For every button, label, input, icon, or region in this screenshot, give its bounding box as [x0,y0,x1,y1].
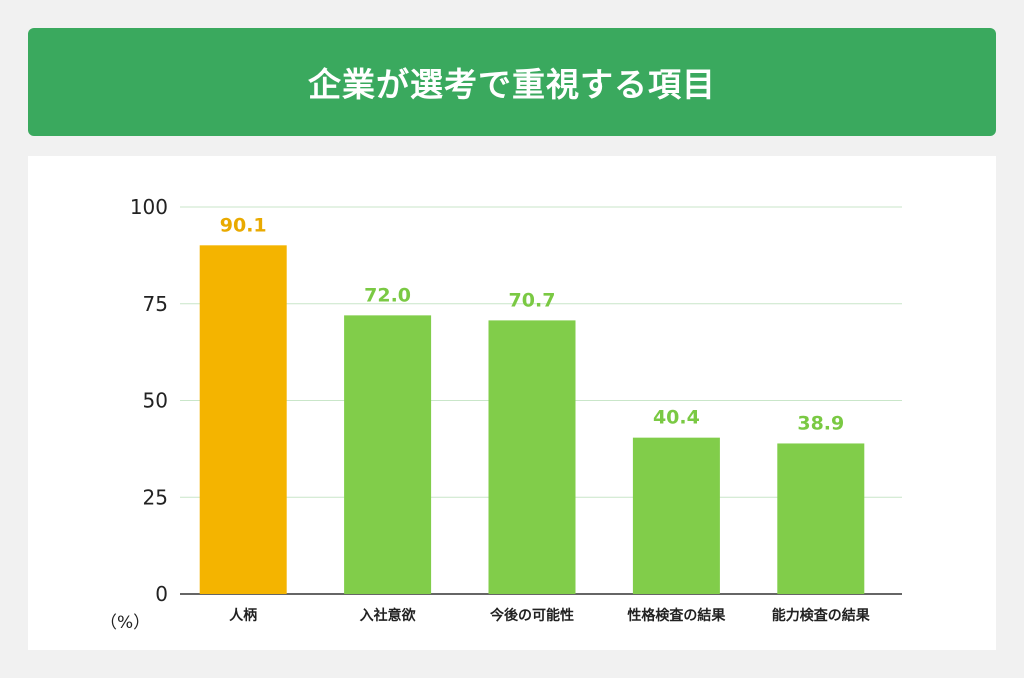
data-label: 90.1 [220,214,267,236]
y-tick-label: 0 [155,582,168,606]
data-labels: 90.1 72.0 70.7 40.4 38.9 [220,214,844,434]
x-category-label: 性格検査の結果 [627,607,726,624]
y-axis-ticks: 0 25 50 75 100 [130,195,168,606]
y-tick-label: 100 [130,195,168,219]
chart-title: 企業が選考で重視する項目 [308,65,716,104]
y-tick-label: 25 [143,485,168,509]
bar [199,245,287,595]
y-axis-unit: （%） [100,613,150,633]
x-category-label: 能力検査の結果 [772,607,871,624]
bar [344,315,432,594]
y-tick-label: 50 [143,389,168,413]
data-label: 72.0 [364,284,411,306]
bar [488,320,576,594]
data-label: 40.4 [653,407,700,429]
bar [777,443,865,594]
bars [199,245,865,595]
data-label: 38.9 [797,412,844,434]
x-category-label: 入社意欲 [360,607,416,624]
x-category-label: 人柄 [229,607,257,624]
x-category-label: 今後の可能性 [489,607,574,624]
data-label: 70.7 [509,289,556,311]
title-banner: 企業が選考で重視する項目 [28,28,996,136]
x-axis-labels: 人柄 入社意欲 今後の可能性 性格検査の結果 能力検査の結果 [229,607,871,624]
bar [632,437,720,594]
y-tick-label: 75 [143,292,168,316]
